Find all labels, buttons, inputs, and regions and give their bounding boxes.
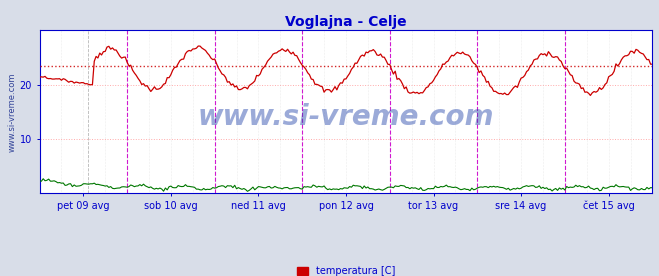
Legend: temperatura [C], pretok [m3/s]: temperatura [C], pretok [m3/s]	[297, 266, 395, 276]
Title: Voglajna - Celje: Voglajna - Celje	[285, 15, 407, 29]
Y-axis label: www.si-vreme.com: www.si-vreme.com	[8, 72, 16, 152]
Text: www.si-vreme.com: www.si-vreme.com	[198, 103, 494, 131]
